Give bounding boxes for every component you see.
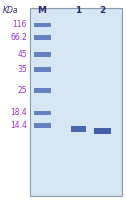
FancyBboxPatch shape [31,10,121,194]
Bar [34,35,51,40]
Bar [94,128,111,134]
Text: 45: 45 [17,50,27,59]
FancyBboxPatch shape [30,7,122,196]
Text: 66.2: 66.2 [10,33,27,42]
Bar [34,23,51,27]
Text: 2: 2 [100,6,106,15]
Bar [34,88,51,93]
Bar [34,124,51,128]
Text: M: M [38,6,47,15]
Text: 1: 1 [75,6,82,15]
Text: KDa: KDa [3,6,18,15]
Text: 35: 35 [17,65,27,74]
Bar [34,67,51,72]
Text: 25: 25 [17,86,27,95]
Bar [34,52,51,57]
Text: 14.4: 14.4 [10,121,27,130]
Text: 18.4: 18.4 [10,108,27,117]
Text: 116: 116 [13,21,27,30]
Bar [71,126,86,132]
Bar [34,111,51,115]
